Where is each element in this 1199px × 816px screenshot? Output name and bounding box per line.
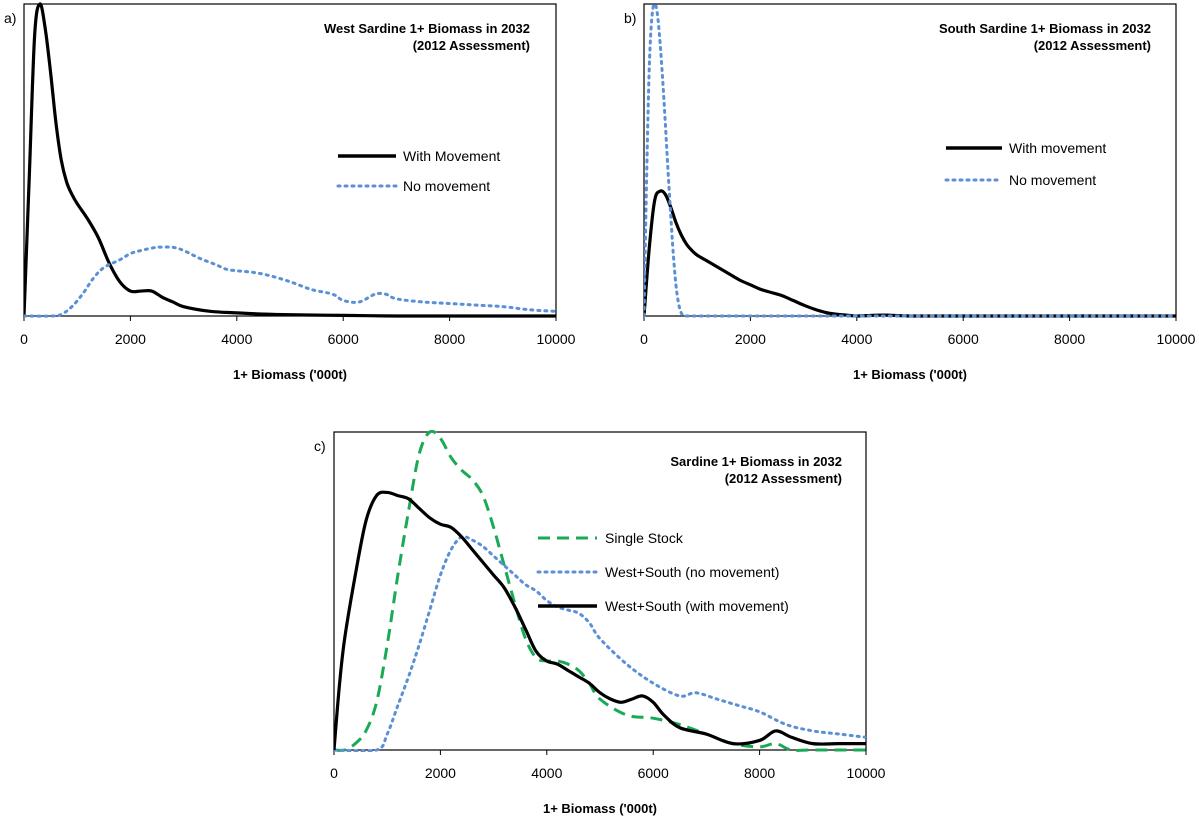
series-line-3 [334, 490, 866, 751]
legend-label-2: No movement [403, 178, 490, 194]
x-tick-label: 6000 [638, 765, 669, 781]
legend-label-3: West+South (with movement) [605, 598, 789, 614]
x-tick-label: 2000 [115, 331, 146, 347]
x-tick-label: 0 [20, 331, 28, 347]
panel-label: c) [314, 438, 326, 454]
x-axis-label: 1+ Biomass ('000t) [543, 801, 657, 816]
x-tick-label: 2000 [735, 331, 766, 347]
x-tick-label: 8000 [434, 331, 465, 347]
series-line-1 [644, 189, 1176, 318]
legend-label-2: West+South (no movement) [605, 564, 779, 580]
chart-title-line-1: West Sardine 1+ Biomass in 2032 [324, 21, 530, 36]
x-tick-label: 10000 [537, 331, 576, 347]
plot-frame [333, 431, 867, 751]
panel-label: b) [624, 10, 636, 26]
x-tick-label: 4000 [531, 765, 562, 781]
chart-title-line-2: (2012 Assessment) [725, 471, 842, 486]
x-tick-label: 4000 [841, 331, 872, 347]
x-axis-label: 1+ Biomass ('000t) [233, 367, 347, 382]
chart-title-line-1: South Sardine 1+ Biomass in 2032 [939, 21, 1151, 36]
legend-label-1: With movement [1009, 140, 1106, 156]
series-line-2 [24, 245, 556, 318]
chart-panel-2: b) South Sardine 1+ Biomass in 2032 (2012 … [624, 2, 1196, 382]
chart-panel-3: c) Sardine 1+ Biomass in 2032 (2012 Assess… [314, 430, 886, 816]
series-line-2 [644, 2, 1176, 318]
series-line-2 [334, 535, 866, 752]
chart-title-line-1: Sardine 1+ Biomass in 2032 [670, 454, 842, 469]
legend-label-2: No movement [1009, 172, 1096, 188]
x-tick-label: 8000 [1054, 331, 1085, 347]
x-tick-label: 8000 [744, 765, 775, 781]
x-tick-label: 2000 [425, 765, 456, 781]
panel-label: a) [4, 10, 16, 26]
x-tick-label: 0 [330, 765, 338, 781]
x-tick-label: 6000 [948, 331, 979, 347]
chart-panel-1: a) West Sardine 1+ Biomass in 2032 (2012 A… [4, 2, 576, 382]
chart-title-line-2: (2012 Assessment) [1034, 38, 1151, 53]
series-line-1 [24, 2, 556, 318]
chart-title-line-2: (2012 Assessment) [413, 38, 530, 53]
x-tick-label: 4000 [221, 331, 252, 347]
x-tick-label: 6000 [328, 331, 359, 347]
legend-label-1: With Movement [403, 148, 500, 164]
x-axis-label: 1+ Biomass ('000t) [853, 367, 967, 382]
x-tick-label: 0 [640, 331, 648, 347]
x-tick-label: 10000 [847, 765, 886, 781]
x-tick-label: 10000 [1157, 331, 1196, 347]
legend-label-1: Single Stock [605, 530, 684, 546]
